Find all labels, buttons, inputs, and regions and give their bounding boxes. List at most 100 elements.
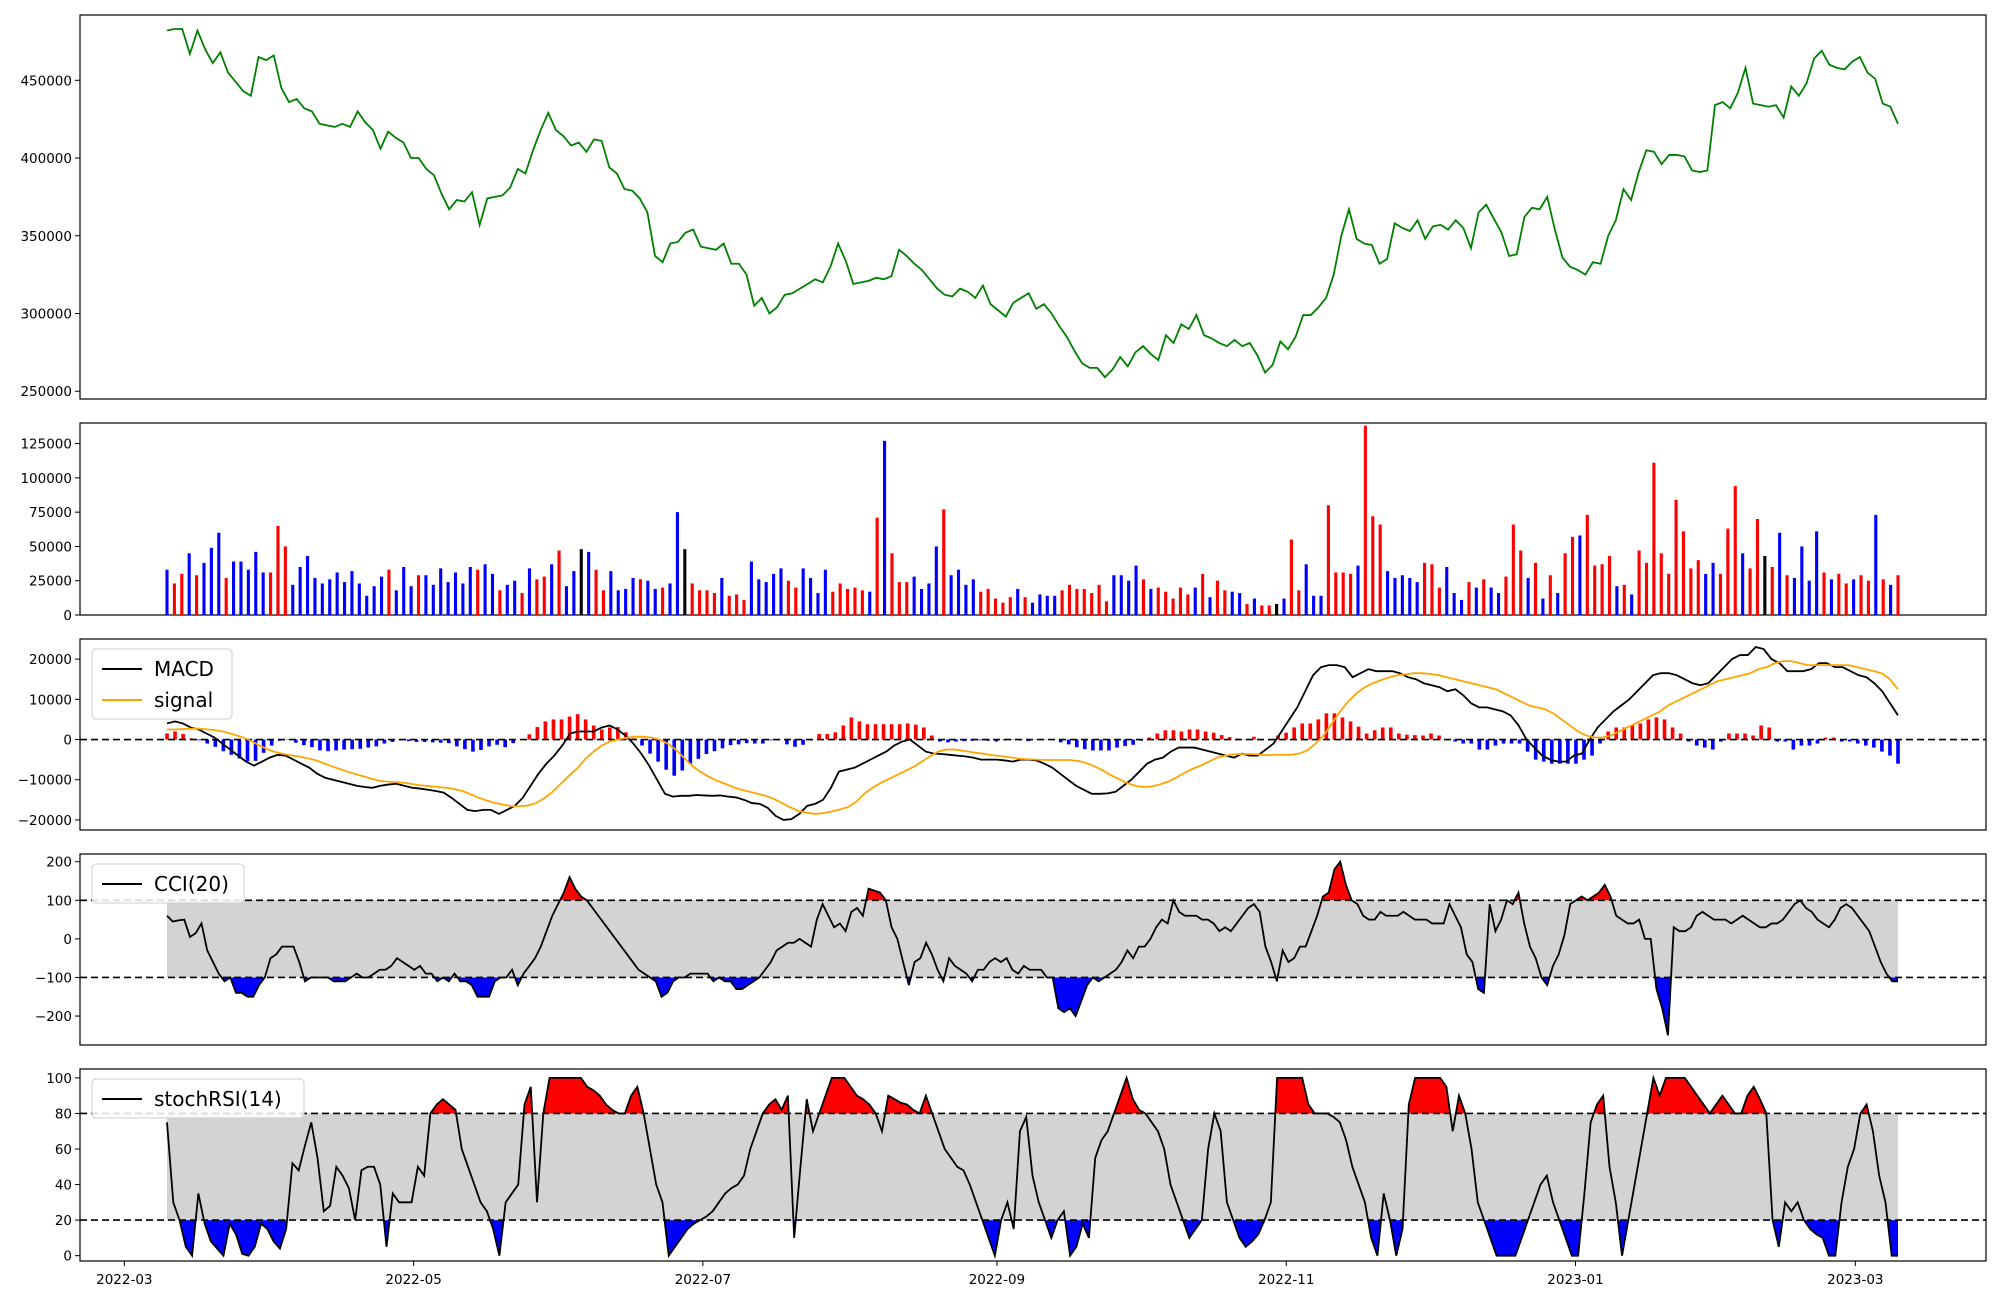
volume-bar (927, 583, 931, 615)
macd-histogram-bar (1203, 731, 1208, 740)
x-tick-label: 2022-11 (1258, 1272, 1314, 1288)
volume-bar (1652, 462, 1656, 615)
volume-bar (1733, 486, 1737, 615)
volume-bar (1393, 577, 1397, 615)
macd-histogram-bar (1493, 739, 1498, 746)
overbought-fill (819, 1077, 876, 1114)
volume-bar (1556, 593, 1560, 615)
volume-bar (1674, 499, 1678, 615)
volume-bar (638, 579, 642, 615)
macd-histogram-bar (487, 739, 491, 747)
volume-bar (1171, 598, 1175, 615)
macd-histogram-bar (1525, 739, 1530, 752)
volume-bar (1792, 577, 1796, 615)
volume-bar (557, 550, 561, 615)
volume-bar (357, 583, 361, 615)
volume-bar (298, 567, 302, 615)
macd-histogram-bar (511, 739, 516, 744)
volume-bar (1785, 575, 1789, 615)
macd-histogram-bar (728, 739, 733, 746)
macd-histogram-bar (567, 716, 572, 740)
volume-bar (668, 583, 672, 615)
macd-histogram-bar (1662, 719, 1667, 740)
macd-histogram-bar (1316, 719, 1321, 740)
macd-histogram-bar (366, 739, 371, 748)
signal-line (167, 660, 1899, 815)
macd-histogram-bar (205, 739, 210, 744)
volume-bar (1859, 575, 1863, 615)
volume-bar (1467, 582, 1471, 615)
volume-bar (461, 583, 465, 615)
volume-bar (1119, 575, 1123, 615)
volume-bar (986, 588, 990, 615)
volume-bar (217, 532, 221, 615)
volume-bar (1615, 586, 1619, 615)
volume-bar (860, 590, 864, 615)
macd-histogram-bar (913, 724, 918, 740)
volume-bar (1186, 594, 1190, 615)
macd-histogram-bar (503, 739, 507, 748)
y-tick-label: 60 (55, 1142, 72, 1158)
volume-bar (587, 551, 591, 615)
macd-histogram-bar (1670, 727, 1675, 740)
macd-histogram-bar (1863, 739, 1868, 746)
volume-bar (1082, 588, 1086, 615)
macd-histogram-bar (1372, 730, 1377, 740)
macd-histogram-bar (543, 721, 548, 740)
volume-bar (416, 575, 421, 615)
macd-histogram-bar (1147, 737, 1152, 740)
volume-bar (1275, 604, 1279, 615)
macd-histogram-bar (1429, 733, 1433, 740)
macd-histogram-bar (712, 739, 717, 752)
volume-bar (365, 595, 369, 615)
macd-histogram-bar (181, 733, 185, 740)
macd-histogram-bar (656, 739, 660, 762)
y-tick-label: −200 (35, 1009, 72, 1025)
macd-histogram-bar (599, 729, 604, 740)
macd-histogram-bar (801, 739, 805, 745)
volume-bar (1326, 505, 1330, 615)
axes-frame (79, 422, 1987, 616)
volume-bar (749, 561, 753, 615)
volume-bar (424, 575, 428, 615)
macd-histogram-bar (889, 724, 894, 740)
macd-histogram-bar (1252, 736, 1256, 740)
macd-histogram-bar (350, 739, 354, 750)
macd-histogram-bar (1590, 739, 1594, 756)
macd-histogram-bar (865, 724, 870, 740)
oversold-fill (719, 977, 760, 990)
y-tick-label: 10000 (29, 692, 72, 708)
volume-bar (1866, 580, 1870, 615)
macd-histogram-bar (1751, 735, 1755, 740)
macd-histogram-bar (1654, 717, 1659, 740)
macd-histogram-bar (1574, 739, 1578, 764)
volume-bar (1482, 579, 1486, 615)
macd-histogram-bar (1509, 739, 1514, 744)
macd-histogram-bar (455, 739, 459, 747)
macd-histogram-bar (1461, 739, 1466, 744)
volume-bar (1060, 590, 1064, 615)
volume-panel: 0 25000 50000 75000 100000 125000 (20, 422, 1987, 624)
volume-bar (1230, 591, 1234, 615)
volume-bar (1415, 582, 1419, 615)
macd-histogram-bar (1364, 733, 1369, 740)
volume-bar (1127, 580, 1131, 615)
macd-histogram-bar (841, 725, 846, 740)
macd-histogram-bar (406, 739, 411, 742)
volume-bar (513, 580, 517, 615)
volume-bar (1201, 573, 1205, 615)
volume-bar (1267, 605, 1271, 615)
y-tick-label: 20 (55, 1213, 72, 1229)
macd-histogram-bar (760, 739, 765, 744)
volume-bar (276, 525, 280, 615)
volume-bar (1038, 594, 1042, 615)
axes-frame (79, 1068, 1987, 1262)
macd-histogram-bar (446, 739, 451, 744)
y-tick-label: 0 (63, 932, 72, 948)
macd-histogram-bar (1308, 723, 1313, 740)
volume-bar (1104, 601, 1109, 615)
volume-bar (350, 571, 354, 615)
y-tick-label: 125000 (20, 437, 72, 453)
macd-histogram-bar (1888, 739, 1892, 756)
volume-bar (1408, 577, 1412, 615)
